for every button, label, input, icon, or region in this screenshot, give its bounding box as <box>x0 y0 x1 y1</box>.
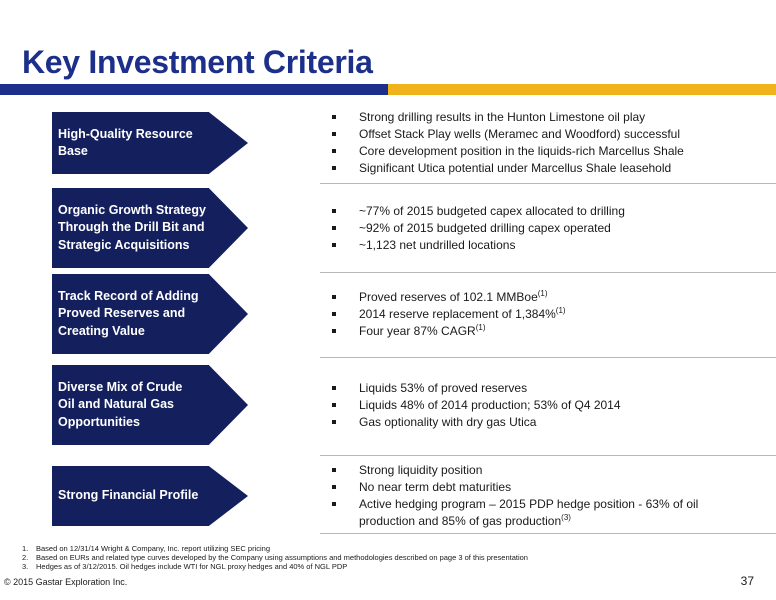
bullet-item: Strong drilling results in the Hunton Li… <box>328 109 748 126</box>
square-bullet-icon <box>332 402 336 407</box>
bullet-text: Active hedging program – 2015 PDP hedge … <box>359 497 699 528</box>
square-bullet-icon <box>332 311 336 316</box>
bullet-text: Liquids 53% of proved reserves <box>359 380 528 395</box>
square-bullet-icon <box>332 242 336 247</box>
bullet-item: Liquids 48% of 2014 production; 53% of Q… <box>328 397 748 414</box>
footnotes: 1. Based on 12/31/14 Wright & Company, In… <box>22 544 528 571</box>
footnote-item: 1. Based on 12/31/14 Wright & Company, In… <box>22 544 528 553</box>
bullet-item: 2014 reserve replacement of 1,384%(1) <box>328 306 748 323</box>
criteria-row: Strong Financial Profile Strong liquidity… <box>0 458 776 534</box>
footnote-reference: (3) <box>561 513 571 522</box>
footnote-item: 2. Based on EURs and related type curves … <box>22 553 528 562</box>
square-bullet-icon <box>332 328 336 333</box>
criteria-label: Track Record of Adding Proved Reserves a… <box>58 288 199 338</box>
page-title: Key Investment Criteria <box>22 44 373 80</box>
bullet-text: ~92% of 2015 budgeted drilling capex ope… <box>359 220 611 235</box>
bullet-item: Strong liquidity position <box>328 462 748 479</box>
criteria-chevron: Track Record of Adding Proved Reserves a… <box>52 274 248 354</box>
criteria-bullets: Liquids 53% of proved reserves Liquids 48… <box>328 360 748 450</box>
row-divider <box>320 455 776 456</box>
criteria-chevron: Strong Financial Profile <box>52 466 248 526</box>
criteria-bullets: Strong drilling results in the Hunton Li… <box>328 104 748 182</box>
square-bullet-icon <box>332 468 336 472</box>
footnote-number: 1. <box>22 544 29 553</box>
footnote-number: 3. <box>22 562 29 571</box>
row-divider <box>320 183 776 184</box>
bullet-text: ~1,123 net undrilled locations <box>359 237 516 252</box>
bullet-item: Liquids 53% of proved reserves <box>328 380 748 397</box>
criteria-bullets: Strong liquidity position No near term de… <box>328 458 748 534</box>
bullet-text: No near term debt maturities <box>359 480 512 494</box>
square-bullet-icon <box>332 385 336 390</box>
footnote-item: 3. Hedges as of 3/12/2015. Oil hedges inc… <box>22 562 528 571</box>
bullet-item: Proved reserves of 102.1 MMBoe(1) <box>328 289 748 306</box>
square-bullet-icon <box>332 225 336 230</box>
page-number: 37 <box>740 574 754 588</box>
row-divider <box>320 272 776 273</box>
criteria-label: Strong Financial Profile <box>58 488 199 503</box>
criteria-bullets: ~77% of 2015 budgeted capex allocated to… <box>328 186 748 270</box>
square-bullet-icon <box>332 208 336 213</box>
square-bullet-icon <box>332 115 336 119</box>
bullet-item: Gas optionality with dry gas Utica <box>328 414 748 431</box>
criteria-chevron: Organic Growth Strategy Through the Dril… <box>52 188 248 268</box>
bullet-item: ~77% of 2015 budgeted capex allocated to… <box>328 203 748 220</box>
criteria-bullets: Proved reserves of 102.1 MMBoe(1) 2014 re… <box>328 274 748 354</box>
square-bullet-icon <box>332 419 336 424</box>
criteria-label: Diverse Mix of Crude Oil and Natural Gas… <box>58 379 183 429</box>
bullet-text: Gas optionality with dry gas Utica <box>359 414 537 429</box>
square-bullet-icon <box>332 166 336 170</box>
title-underline-gold <box>388 84 776 95</box>
footnote-number: 2. <box>22 553 29 562</box>
footnote-text: Based on EURs and related type curves de… <box>36 553 528 562</box>
criteria-row: Diverse Mix of Crude Oil and Natural Gas… <box>0 360 776 450</box>
row-divider <box>320 533 776 534</box>
criteria-row: Organic Growth Strategy Through the Dril… <box>0 186 776 270</box>
bullet-text: Four year 87% CAGR <box>359 323 476 338</box>
copyright-text: © 2015 Gastar Exploration Inc. <box>4 577 128 587</box>
criteria-chevron: High-Quality Resource Base <box>52 112 248 174</box>
bullet-item: Active hedging program – 2015 PDP hedge … <box>328 496 748 530</box>
square-bullet-icon <box>332 294 336 299</box>
bullet-text: 2014 reserve replacement of 1,384% <box>359 306 556 321</box>
bullet-item: No near term debt maturities <box>328 479 748 496</box>
criteria-label: Organic Growth Strategy Through the Dril… <box>58 202 206 252</box>
footnote-reference: (1) <box>555 305 566 315</box>
square-bullet-icon <box>332 502 336 506</box>
bullet-item: Significant Utica potential under Marcel… <box>328 160 748 177</box>
bullet-item: Offset Stack Play wells (Meramec and Woo… <box>328 126 748 143</box>
bullet-item: ~92% of 2015 budgeted drilling capex ope… <box>328 220 748 237</box>
bullet-item: Core development position in the liquids… <box>328 143 748 160</box>
square-bullet-icon <box>332 149 336 153</box>
footnote-text: Hedges as of 3/12/2015. Oil hedges inclu… <box>36 562 348 571</box>
bullet-text: Core development position in the liquids… <box>359 144 684 158</box>
criteria-row: Track Record of Adding Proved Reserves a… <box>0 274 776 354</box>
square-bullet-icon <box>332 485 336 489</box>
bullet-text: Liquids 48% of 2014 production; 53% of Q… <box>359 397 621 412</box>
criteria-chevron: Diverse Mix of Crude Oil and Natural Gas… <box>52 365 248 445</box>
bullet-text: Strong drilling results in the Hunton Li… <box>359 110 646 124</box>
row-divider <box>320 357 776 358</box>
footnote-reference: (1) <box>537 288 548 298</box>
criteria-label: High-Quality Resource Base <box>58 126 193 159</box>
bullet-text: Proved reserves of 102.1 MMBoe <box>359 289 538 304</box>
bullet-text: Significant Utica potential under Marcel… <box>359 161 672 175</box>
bullet-item: ~1,123 net undrilled locations <box>328 237 748 254</box>
square-bullet-icon <box>332 132 336 136</box>
footnote-text: Based on 12/31/14 Wright & Company, Inc.… <box>36 544 271 553</box>
bullet-item: Four year 87% CAGR(1) <box>328 323 748 340</box>
criteria-row: High-Quality Resource Base Strong drillin… <box>0 104 776 182</box>
bullet-text: Offset Stack Play wells (Meramec and Woo… <box>359 127 681 141</box>
footnote-reference: (1) <box>475 322 486 332</box>
title-underline-navy <box>0 84 388 95</box>
bullet-text: ~77% of 2015 budgeted capex allocated to… <box>359 203 625 218</box>
bullet-text: Strong liquidity position <box>359 463 483 477</box>
